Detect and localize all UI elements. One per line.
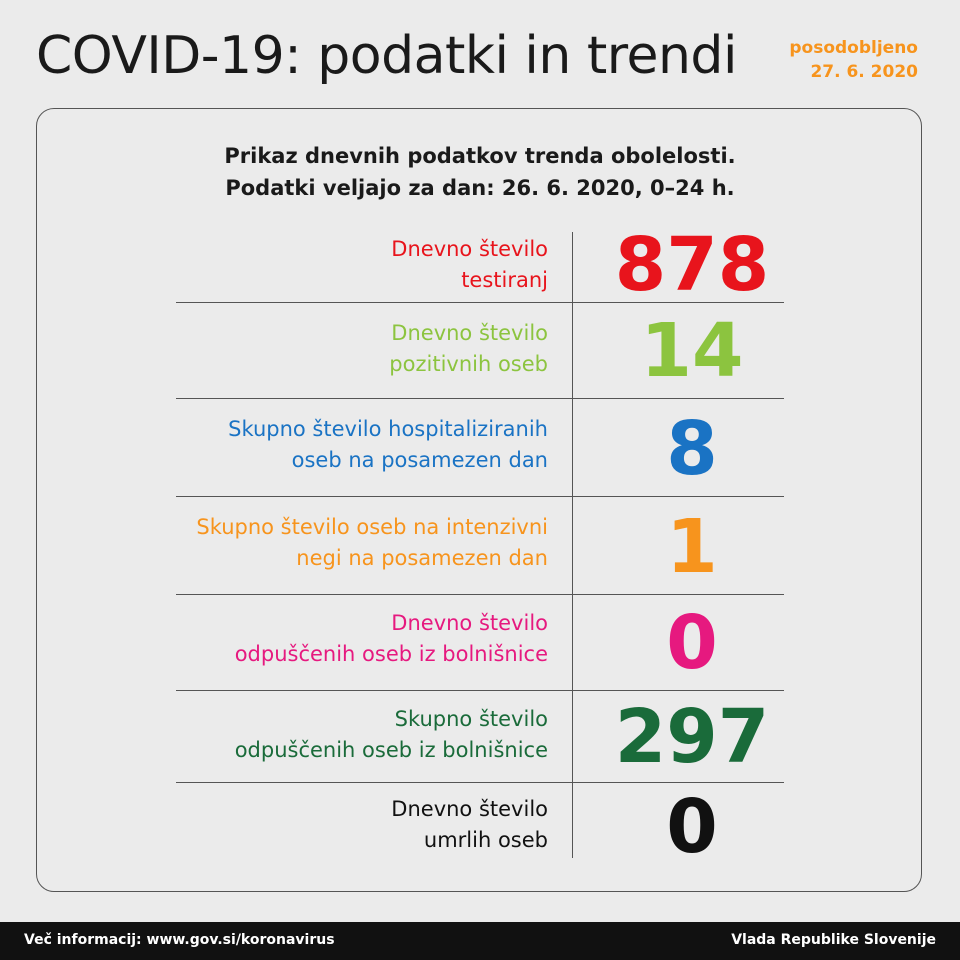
stat-row-positive: Dnevno število pozitivnih oseb 14 bbox=[176, 302, 784, 398]
stat-row-hospitalized: Skupno število hospitaliziranih oseb na … bbox=[176, 398, 784, 496]
updated-value: 27. 6. 2020 bbox=[810, 62, 918, 82]
row-separator bbox=[176, 302, 784, 303]
stat-value: 0 bbox=[666, 600, 718, 686]
subtitle-line-2: Podatki veljajo za dan: 26. 6. 2020, 0–2… bbox=[225, 176, 735, 200]
footer-bar: Več informacij: www.gov.si/koronavirus V… bbox=[0, 922, 960, 960]
more-info-link[interactable]: Več informacij: www.gov.si/koronavirus bbox=[24, 932, 335, 948]
row-separator bbox=[176, 782, 784, 783]
stat-value: 878 bbox=[614, 222, 770, 308]
stat-value: 297 bbox=[614, 694, 770, 780]
stat-label: Dnevno število umrlih oseb bbox=[391, 794, 548, 856]
stat-label-line-1: Dnevno število bbox=[391, 611, 548, 635]
column-divider bbox=[572, 232, 573, 858]
row-separator bbox=[176, 496, 784, 497]
stat-label: Skupno število hospitaliziranih oseb na … bbox=[228, 414, 548, 476]
stat-row-tests: Dnevno število testiranj 878 bbox=[176, 228, 784, 302]
stat-label-line-2: odpuščenih oseb iz bolnišnice bbox=[234, 642, 548, 666]
stat-label-line-2: umrlih oseb bbox=[423, 828, 548, 852]
stat-value: 14 bbox=[640, 308, 744, 394]
updated-date: posodobljeno 27. 6. 2020 bbox=[789, 36, 918, 84]
stat-label-line-1: Skupno število bbox=[394, 707, 548, 731]
stat-label-line-2: testiranj bbox=[461, 268, 548, 292]
stats-card bbox=[36, 108, 922, 892]
stat-label-line-2: oseb na posamezen dan bbox=[291, 448, 548, 472]
stat-label: Dnevno število odpuščenih oseb iz bolniš… bbox=[235, 608, 548, 670]
stat-label-line-2: negi na posamezen dan bbox=[296, 546, 548, 570]
row-separator bbox=[176, 594, 784, 595]
row-separator bbox=[176, 690, 784, 691]
stat-row-icu: Skupno število oseb na intenzivni negi n… bbox=[176, 496, 784, 594]
stat-row-discharged-total: Skupno število odpuščenih oseb iz bolniš… bbox=[176, 690, 784, 782]
stat-label-line-2: odpuščenih oseb iz bolnišnice bbox=[234, 738, 548, 762]
footer-source: Vlada Republike Slovenije bbox=[731, 932, 936, 948]
stat-label-line-1: Dnevno število bbox=[391, 797, 548, 821]
stat-row-deaths: Dnevno število umrlih oseb 0 bbox=[176, 782, 784, 864]
stat-row-discharged-daily: Dnevno število odpuščenih oseb iz bolniš… bbox=[176, 594, 784, 690]
stat-label-line-1: Skupno število hospitaliziranih bbox=[228, 417, 548, 441]
card-subtitle: Prikaz dnevnih podatkov trenda obolelost… bbox=[0, 140, 960, 204]
row-separator bbox=[176, 398, 784, 399]
stat-value: 8 bbox=[666, 406, 718, 492]
subtitle-line-1: Prikaz dnevnih podatkov trenda obolelost… bbox=[224, 144, 736, 168]
stat-label-line-1: Dnevno število bbox=[391, 321, 548, 345]
stat-value: 1 bbox=[666, 504, 718, 590]
page-title: COVID-19: podatki in trendi bbox=[36, 26, 737, 86]
stat-label: Skupno število odpuščenih oseb iz bolniš… bbox=[235, 704, 548, 766]
stat-value: 0 bbox=[666, 784, 718, 870]
stat-label: Skupno število oseb na intenzivni negi n… bbox=[196, 512, 548, 574]
stat-label: Dnevno število pozitivnih oseb bbox=[389, 318, 548, 380]
stat-label-line-1: Dnevno število bbox=[391, 237, 548, 261]
updated-label: posodobljeno bbox=[789, 38, 918, 58]
stat-label-line-2: pozitivnih oseb bbox=[389, 352, 548, 376]
stat-label-line-1: Skupno število oseb na intenzivni bbox=[196, 515, 548, 539]
stat-label: Dnevno število testiranj bbox=[391, 234, 548, 296]
